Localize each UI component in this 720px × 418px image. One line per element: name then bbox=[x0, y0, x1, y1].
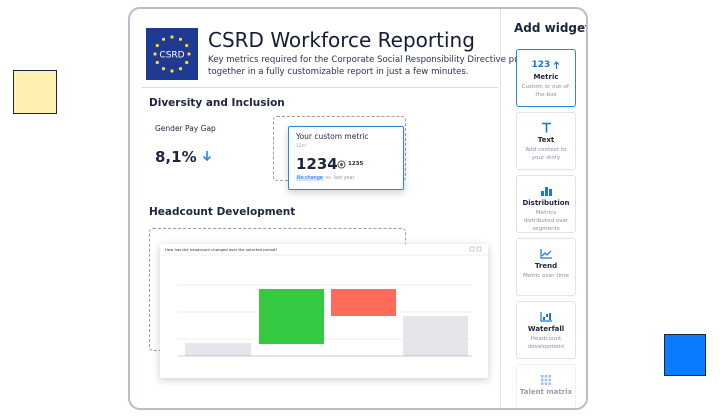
widget-name: Trend bbox=[534, 262, 558, 270]
custom-metric-card[interactable]: Your custom metric 12m 1234 1235 No chan… bbox=[288, 126, 404, 190]
widget-trend[interactable]: Trend Metric over time bbox=[516, 238, 576, 296]
widget-description: Metrics distributed over segments bbox=[523, 210, 569, 232]
widget-name: Metric bbox=[533, 73, 559, 81]
change-badge: No change bbox=[296, 176, 324, 181]
change-context: vs. last year bbox=[325, 176, 355, 181]
waterfall-preview bbox=[160, 246, 488, 357]
change-row: No change vs. last year bbox=[296, 176, 355, 181]
eu-flag: CSRD bbox=[146, 28, 198, 80]
widget-metric[interactable]: 123 Metric Custom or out-of-the-box bbox=[516, 49, 576, 107]
description-line: together in a fully customizable report … bbox=[208, 67, 469, 77]
chart-question: How has the headcount changed over the s… bbox=[165, 247, 278, 252]
section-title: Headcount Development bbox=[149, 206, 296, 218]
report-card: CSRD CSRD Workforce Reporting Key metric… bbox=[128, 7, 588, 410]
widget-description: Add context to your story bbox=[525, 147, 567, 161]
widget-name: Text bbox=[537, 136, 555, 144]
chart-card[interactable]: How has the headcount changed over the s… bbox=[160, 244, 488, 378]
sidebar-title: Add widget bbox=[514, 21, 588, 35]
sidebar-divider bbox=[500, 9, 501, 408]
compare-icon bbox=[337, 160, 346, 169]
description-line: Key metrics required for the Corporate S… bbox=[208, 55, 523, 65]
blue-square bbox=[664, 334, 706, 376]
widget-name: Distribution bbox=[522, 199, 570, 207]
widget-text[interactable]: Text Add context to your story bbox=[516, 112, 576, 170]
widget-talent-matrix[interactable]: Talent matrix bbox=[516, 364, 576, 408]
widget-icon bbox=[517, 176, 575, 196]
widget-icon: 123 bbox=[517, 50, 575, 70]
widget-distribution[interactable]: Distribution Metrics distributed over se… bbox=[516, 175, 576, 233]
down-arrow bbox=[202, 151, 211, 162]
sticky-note bbox=[13, 70, 57, 114]
section-title: Diversity and Inclusion bbox=[149, 97, 285, 109]
widget-description: Custom or out-of-the-box bbox=[521, 84, 571, 98]
flag-badge: CSRD bbox=[159, 51, 184, 61]
custom-metric-comparison: 1235 bbox=[348, 161, 364, 167]
widget-description: Headcount development bbox=[527, 336, 565, 350]
widget-icon bbox=[517, 365, 575, 385]
report-title: CSRD Workforce Reporting bbox=[208, 28, 475, 52]
custom-metric-period: 12m bbox=[296, 144, 307, 149]
widget-waterfall[interactable]: Waterfall Headcount development bbox=[516, 301, 576, 359]
metric-value-text: 8,1% bbox=[155, 148, 197, 166]
flag-stars: CSRD bbox=[153, 35, 191, 73]
metric-label: Gender Pay Gap bbox=[155, 124, 216, 133]
widget-icon bbox=[517, 239, 575, 259]
widget-icon bbox=[517, 113, 575, 133]
custom-metric-title: Your custom metric bbox=[296, 132, 369, 141]
widget-description: Metric over time bbox=[522, 273, 570, 279]
metric-icon-text: 123 bbox=[531, 60, 551, 70]
widget-name: Waterfall bbox=[527, 325, 565, 333]
widget-name: Talent matrix bbox=[519, 388, 573, 396]
widget-icon bbox=[517, 302, 575, 322]
custom-metric-value: 1234 bbox=[296, 155, 338, 173]
metric-value[interactable]: 8,1% bbox=[155, 148, 212, 166]
separator bbox=[142, 87, 498, 88]
